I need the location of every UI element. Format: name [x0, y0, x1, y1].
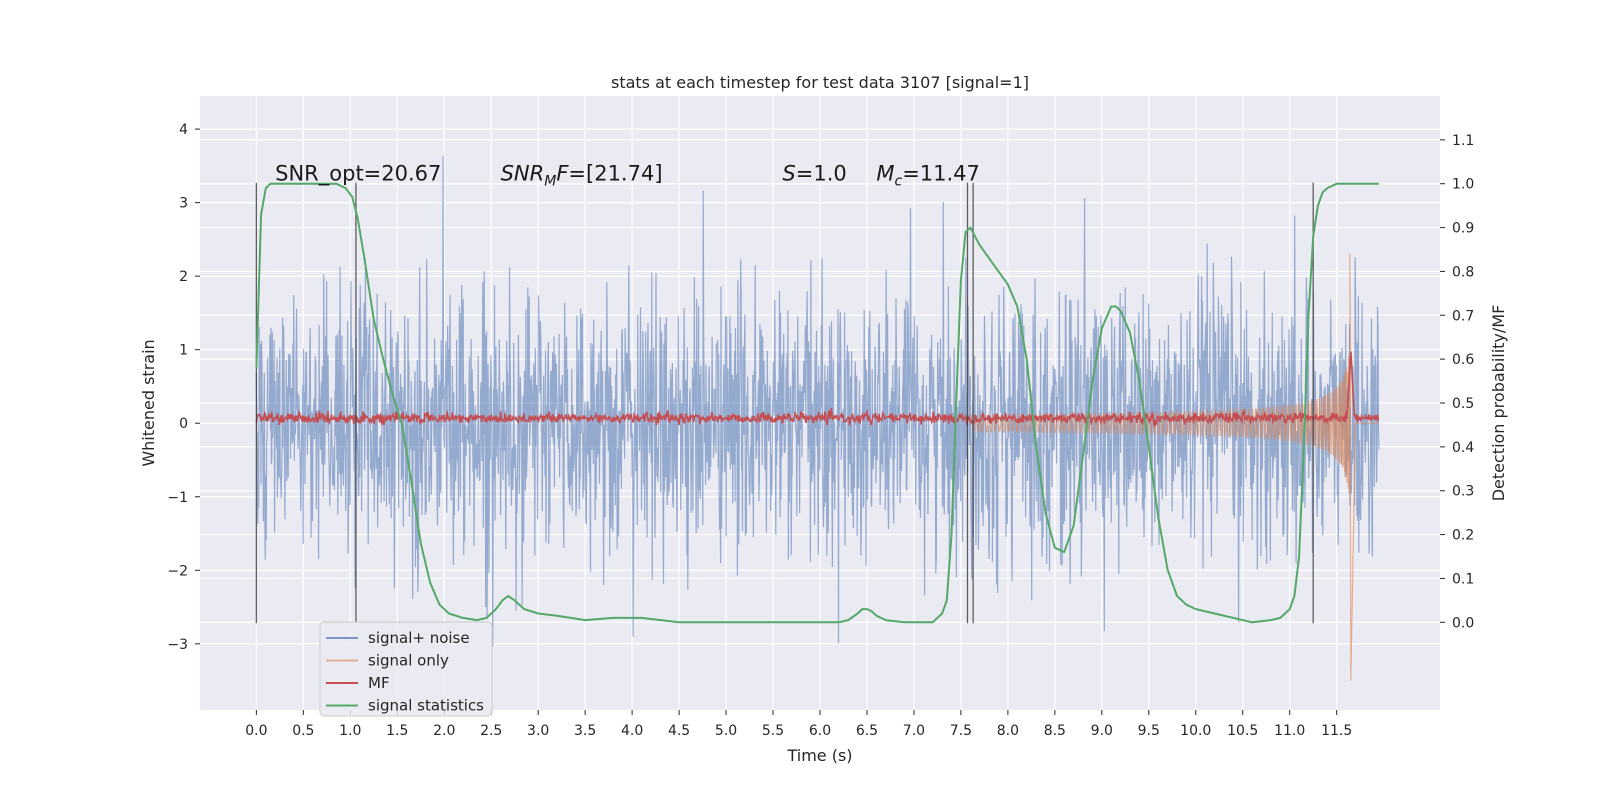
x-tick-label: 9.5 [1138, 723, 1160, 739]
y2-tick-label: 1.0 [1452, 177, 1474, 193]
series-signal-noise [255, 155, 1380, 647]
annotations: SNR_opt=20.67 SNRMF=[21.74] S=1.0 Mc=11.47 [275, 162, 980, 190]
data-layer [255, 155, 1380, 681]
series-mf [255, 351, 1380, 427]
x-tick-label: 11.5 [1321, 723, 1352, 739]
y2-tick-label: 0.1 [1452, 571, 1474, 587]
x-tick-label: 1.5 [386, 723, 408, 739]
x-axis-label: Time (s) [786, 746, 852, 765]
x-tick-label: 10.0 [1180, 723, 1211, 739]
y2-tick-label: 0.8 [1452, 264, 1474, 280]
chart-title: stats at each timestep for test data 310… [611, 73, 1029, 92]
y-tick-label: 4 [179, 122, 188, 138]
x-tick-label: 7.0 [903, 723, 925, 739]
legend: signal+ noise signal only MF signal statist… [319, 621, 493, 717]
y-tick-label: −1 [167, 490, 188, 506]
x-tick-label: 5.5 [762, 723, 784, 739]
y-tick-label: −2 [167, 563, 188, 579]
legend-label: signal statistics [368, 697, 484, 715]
y2-tick-label: 0.6 [1452, 352, 1474, 368]
y2-tick-label: 1.1 [1452, 133, 1474, 149]
x-tick-label: 0.5 [292, 723, 314, 739]
x-tick-label: 4.5 [668, 723, 690, 739]
x-tick-label: 1.0 [339, 723, 361, 739]
y2-tick-label: 0.7 [1452, 308, 1474, 324]
annotation-mc: Mc=11.47 [876, 162, 980, 190]
x-tick-label: 11.0 [1274, 723, 1305, 739]
x-tick-label: 8.5 [1044, 723, 1066, 739]
y2-tick-label: 0.4 [1452, 440, 1474, 456]
y2-tick-label: 0.2 [1452, 528, 1474, 544]
x-tick-label: 2.0 [433, 723, 455, 739]
y-axis-label: Whitened strain [139, 339, 158, 466]
series-signal-statistics [255, 182, 1379, 624]
x-tick-label: 0.0 [245, 723, 267, 739]
x-tick-label: 6.5 [856, 723, 878, 739]
annotation-snr_mf: SNRMF=[21.74] [501, 162, 663, 190]
annotation-s: S=1.0 [782, 162, 846, 186]
y2-tick-label: 0.3 [1452, 484, 1474, 500]
x-tick-label: 7.5 [950, 723, 972, 739]
legend-box [319, 621, 493, 717]
x-tick-label: 9.0 [1091, 723, 1113, 739]
y-tick-label: 0 [179, 416, 188, 432]
x-tick-label: 8.0 [997, 723, 1019, 739]
axes-layer: 0.0 0.5 1.0 1.5 2.0 2.5 3.0 3.5 4.0 4.5 5.0 5.5 6.0 6… [167, 122, 1474, 739]
y2-tick-label: 0.0 [1452, 615, 1474, 631]
legend-label: signal only [368, 652, 449, 670]
y-tick-label: 1 [179, 343, 188, 359]
y2-axis-label: Detection probability/MF [1489, 305, 1508, 502]
y-tick-label: −3 [167, 637, 188, 653]
x-tick-label: 6.0 [809, 723, 831, 739]
x-tick-label: 3.0 [527, 723, 549, 739]
x-tick-label: 2.5 [480, 723, 502, 739]
x-tick-label: 3.5 [574, 723, 596, 739]
y-tick-label: 2 [179, 269, 188, 285]
legend-label: MF [368, 674, 390, 692]
y2-tick-label: 0.9 [1452, 221, 1474, 237]
y2-tick-label: 0.5 [1452, 396, 1474, 412]
y-tick-label: 3 [179, 196, 188, 212]
x-tick-label: 10.5 [1227, 723, 1258, 739]
legend-label: signal+ noise [368, 629, 470, 647]
x-tick-label: 5.0 [715, 723, 737, 739]
x-tick-label: 4.0 [621, 723, 643, 739]
annotation-snr_opt: SNR_opt=20.67 [275, 162, 441, 187]
